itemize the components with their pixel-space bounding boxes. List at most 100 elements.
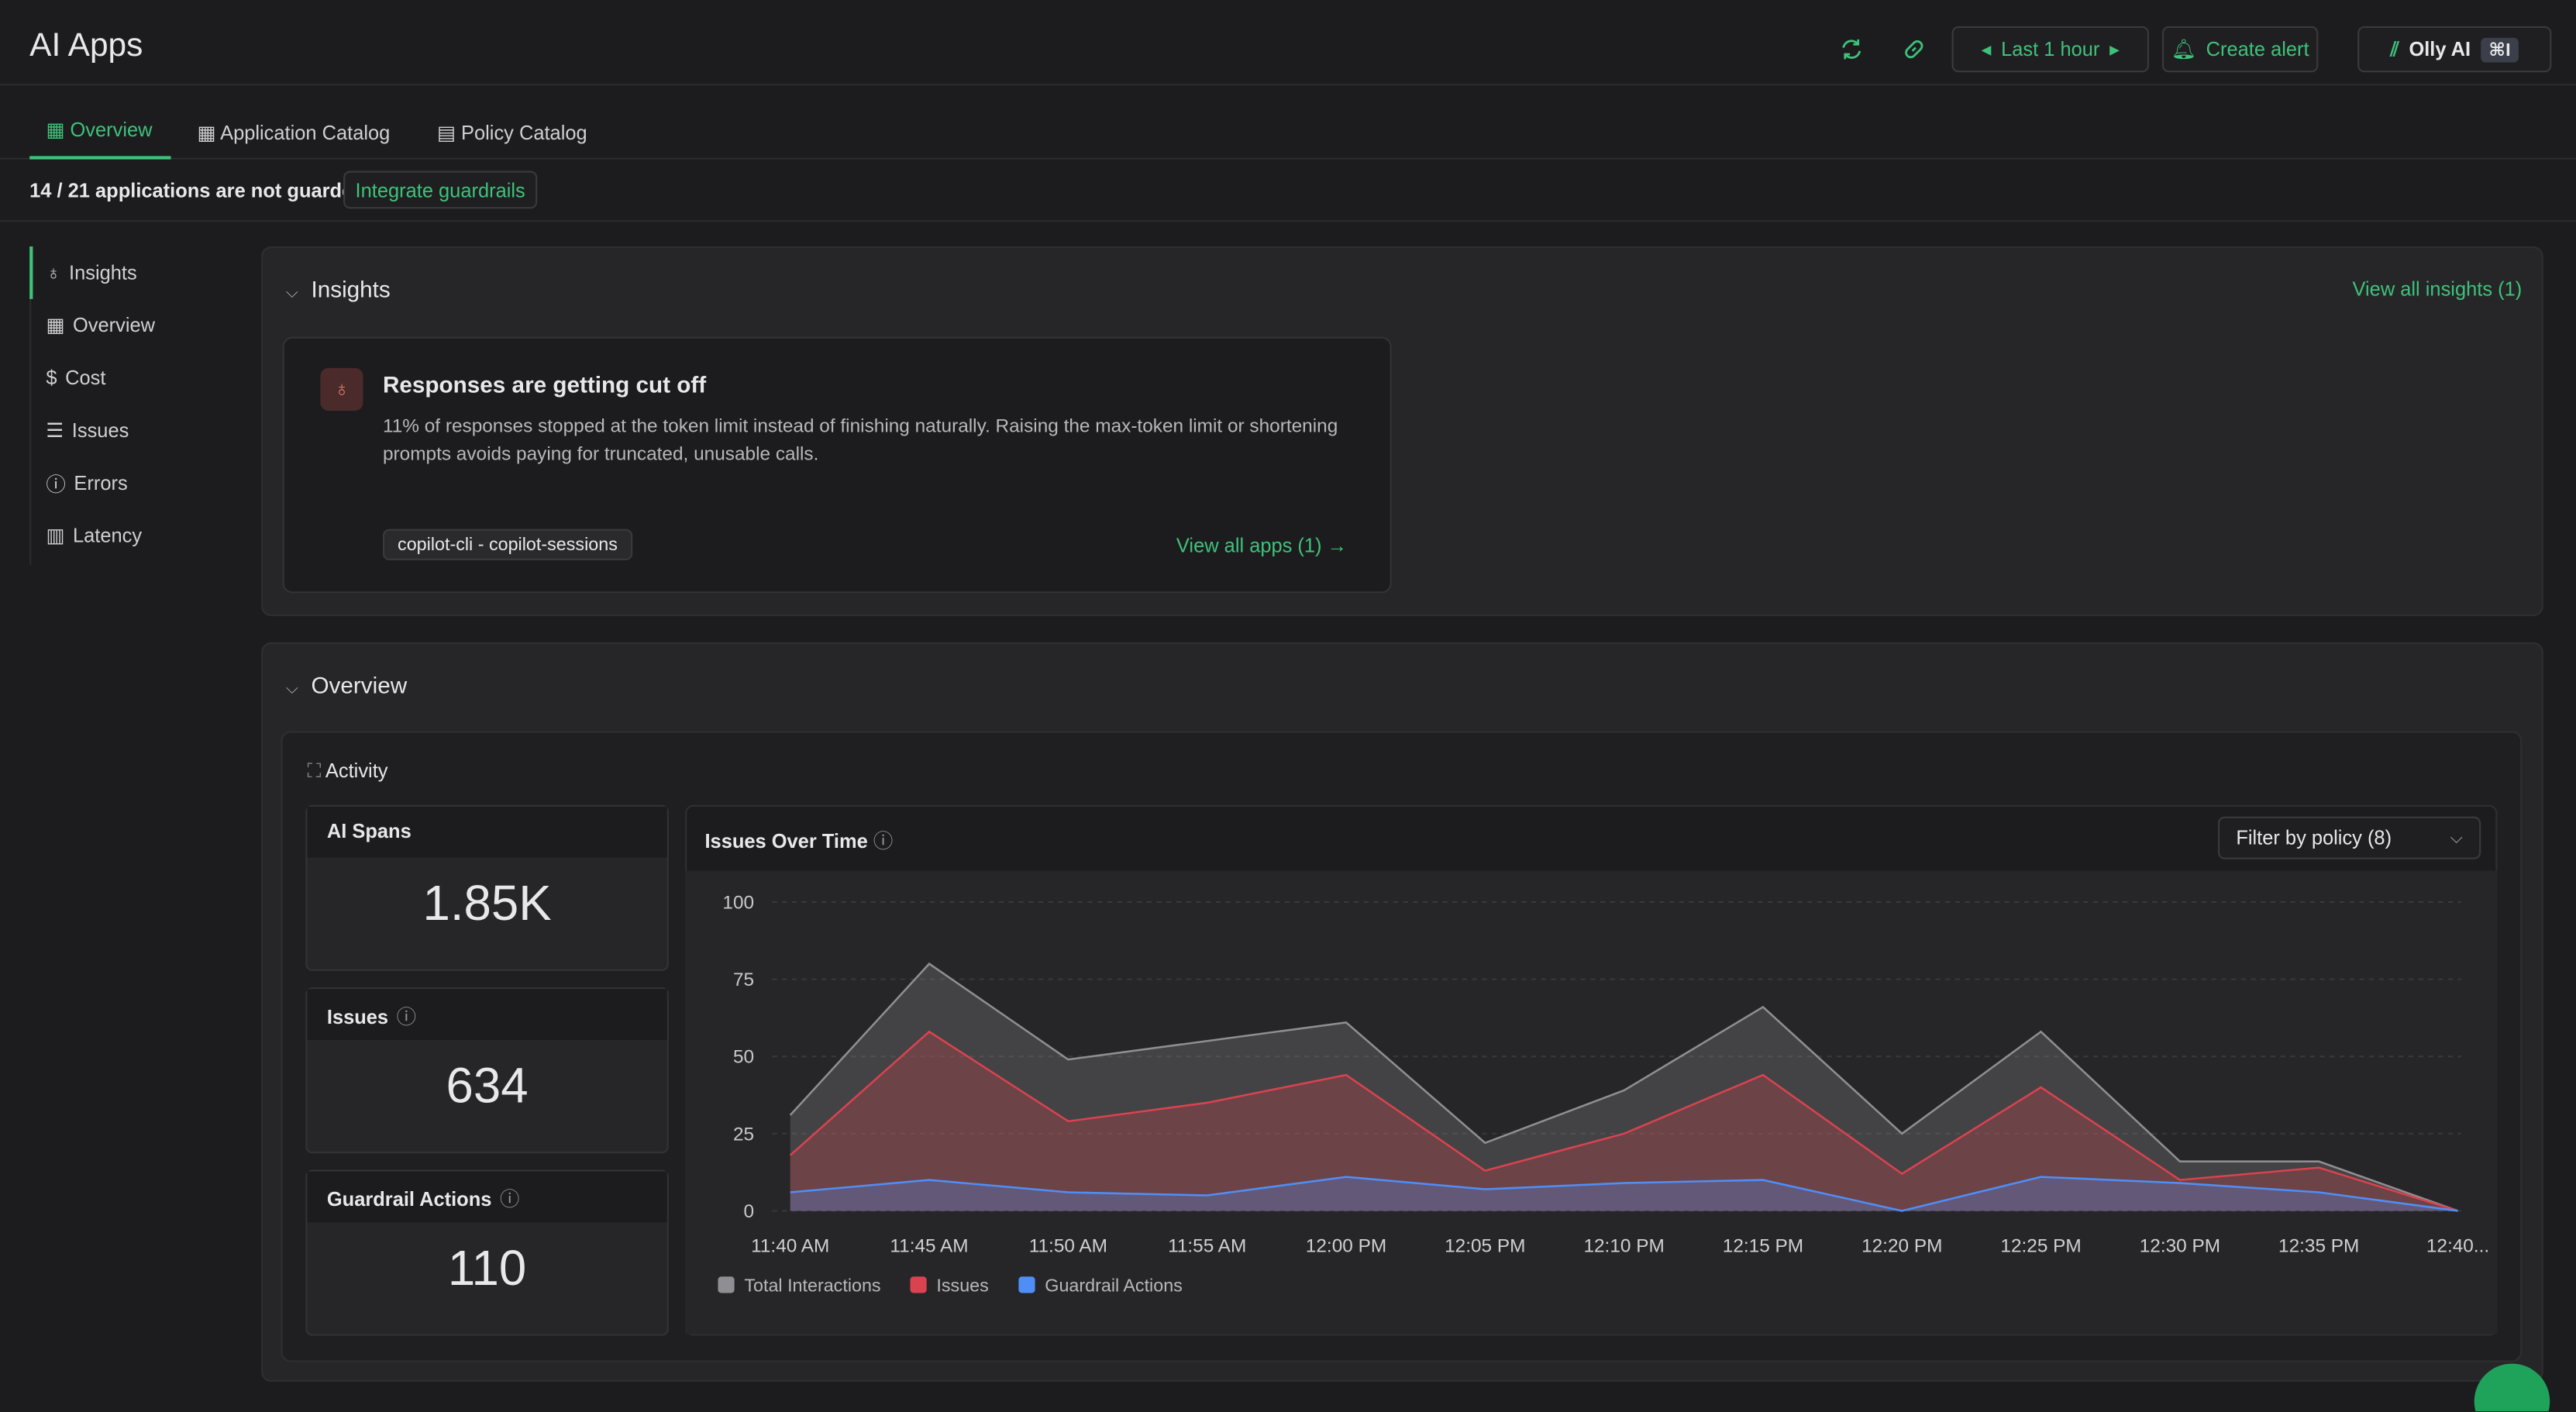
x-tick-label: 12:40... <box>2426 1235 2489 1256</box>
metric-header <box>307 1171 667 1223</box>
assistant[interactable]: ⫽ Olly AI ⌘I <box>2357 26 2552 73</box>
info-icon[interactable]: ⓘ <box>500 1187 520 1211</box>
sidebar-item[interactable]: ⓘ Errors <box>29 463 128 503</box>
app-tag[interactable]: copilot-cli - copilot-sessions <box>382 529 632 560</box>
sidebar-label: Insights <box>69 261 137 284</box>
sidebar-label: Errors <box>74 471 128 495</box>
chevron: ⌵ <box>285 284 298 303</box>
sidebar-item[interactable]: $ Cost <box>29 358 105 398</box>
sidebar-icon: $ <box>46 366 57 390</box>
tab[interactable]: ▦ Application Catalog <box>197 121 391 145</box>
x-tick-label: 11:40 AM <box>751 1235 829 1256</box>
metric-header <box>307 989 667 1040</box>
legend-swatch[interactable] <box>910 1276 927 1293</box>
create-alert[interactable]: 🔔︎ Create alert <box>2161 26 2319 73</box>
time-range-label: Last 1 hour <box>2001 37 2100 61</box>
banner-text: 14 / 21 applications are not guarded <box>29 179 365 202</box>
metric-label-text: AI Spans <box>326 819 412 843</box>
tab[interactable]: ▤ Policy Catalog <box>436 121 587 145</box>
metric-value: 1.85K <box>422 877 552 932</box>
integrate-label: Integrate guardrails <box>355 178 525 201</box>
chart-title: Issues Over Time ⓘ <box>704 826 893 854</box>
area <box>790 963 2458 1211</box>
x-tick-label: 12:25 PM <box>2000 1235 2081 1256</box>
x-tick-label: 12:00 PM <box>1306 1235 1386 1256</box>
insight-description: 11% of responses stopped at the token li… <box>382 417 1338 465</box>
x-tick-label: 11:55 AM <box>1168 1235 1246 1256</box>
policy-filter[interactable]: Filter by policy (8) ⌵ <box>2217 816 2481 859</box>
refresh-icon[interactable] <box>1838 36 1865 63</box>
x-tick-label: 11:45 AM <box>890 1235 968 1256</box>
legend-swatch[interactable] <box>1018 1276 1035 1293</box>
page-title: AI Apps <box>29 28 143 64</box>
insight-icon: ♁ <box>320 367 363 411</box>
sidebar-icon: ♁ <box>46 261 61 284</box>
metric-label: Guardrail Actions ⓘ <box>327 1185 520 1213</box>
x-tick-label: 11:50 AM <box>1029 1235 1107 1256</box>
line <box>789 1030 2458 1212</box>
area <box>790 1031 2458 1211</box>
sidebar-item[interactable]: ▥ Latency <box>29 516 142 556</box>
overview-header[interactable]: ⌵ Overview <box>286 672 407 698</box>
metric-value: 634 <box>446 1059 529 1114</box>
create-alert-label: Create alert <box>2206 37 2309 61</box>
sidebar-label: Overview <box>73 313 156 337</box>
shortcut: ⌘I <box>2480 36 2519 62</box>
top-bar <box>0 0 2576 86</box>
info-icon[interactable]: ⓘ <box>873 829 894 853</box>
divider <box>0 157 2576 160</box>
sidebar-label: Latency <box>73 524 143 547</box>
sidebar-icon: ▥ <box>46 524 65 547</box>
activity-title: ⛶ Activity <box>307 759 387 783</box>
legend-label[interactable]: Guardrail Actions <box>1045 1275 1183 1295</box>
view-all-apps-label: View all apps (1) <box>1176 533 1322 557</box>
policy-filter-label: Filter by policy (8) <box>2236 826 2392 850</box>
chevron: ⌵ <box>2450 828 2463 847</box>
tab-active[interactable]: ▦ Overview <box>29 118 171 160</box>
legend-label[interactable]: Total Interactions <box>744 1275 880 1295</box>
integrate-button[interactable]: Integrate guardrails <box>343 170 538 209</box>
x-tick-label: 12:20 PM <box>1861 1235 1942 1256</box>
tab-label: Overview <box>70 118 153 142</box>
y-tick-label: 50 <box>733 1047 754 1068</box>
link-icon[interactable] <box>1901 36 1927 63</box>
sidebar-rail <box>29 246 32 566</box>
metric-value: 110 <box>447 1242 527 1297</box>
divider <box>0 220 2576 222</box>
view-all-insights[interactable]: View all insights (1) <box>2352 277 2523 301</box>
insights-header[interactable]: ⌵ Insights <box>286 276 391 302</box>
sidebar-icon: ⓘ <box>46 472 66 496</box>
sidebar-item[interactable]: ☰ Issues <box>29 411 129 450</box>
sidebar-item[interactable]: ♁ Insights <box>29 253 137 292</box>
x-tick-label: 12:10 PM <box>1583 1235 1664 1256</box>
sidebar-label: Cost <box>65 366 106 390</box>
y-tick-label: 100 <box>722 892 754 913</box>
legend-swatch[interactable] <box>718 1276 735 1293</box>
sidebar-item[interactable]: ▦ Overview <box>29 305 155 345</box>
line <box>790 1176 2458 1212</box>
activity-icon: ⛶ <box>307 759 322 783</box>
area <box>790 1176 2458 1211</box>
line <box>789 962 2458 1212</box>
legend-label[interactable]: Issues <box>936 1275 988 1295</box>
sidebar-icon: ▦ <box>46 313 65 337</box>
insights-title: Insights <box>311 276 391 303</box>
metric-label-text: Guardrail Actions <box>326 1187 492 1211</box>
x-tick-label: 12:30 PM <box>2140 1235 2220 1256</box>
x-tick-label: 12:15 PM <box>1723 1235 1803 1256</box>
chart: 0 25 50 75 100 11:40 AM 11:45 AM 11:50 AM 11:55 … <box>718 892 2489 1295</box>
metric-label-text: Issues <box>326 1005 389 1029</box>
next[interactable]: ▸ <box>2109 37 2120 61</box>
metric-label: Issues ⓘ <box>327 1002 416 1030</box>
tab-label: Policy Catalog <box>461 121 587 145</box>
info-icon[interactable]: ⓘ <box>396 1005 417 1029</box>
time-range[interactable]: ◂ Last 1 hour ▸ <box>1951 26 2149 73</box>
tab-label: Application Catalog <box>220 121 391 145</box>
y-tick-label: 75 <box>733 969 754 990</box>
view-all-apps[interactable]: View all apps (1) → <box>1176 533 1348 557</box>
activity-label: Activity <box>325 759 388 783</box>
prev[interactable]: ◂ <box>1981 37 1992 61</box>
metric-header <box>307 806 667 858</box>
y-tick-label: 25 <box>733 1124 754 1145</box>
